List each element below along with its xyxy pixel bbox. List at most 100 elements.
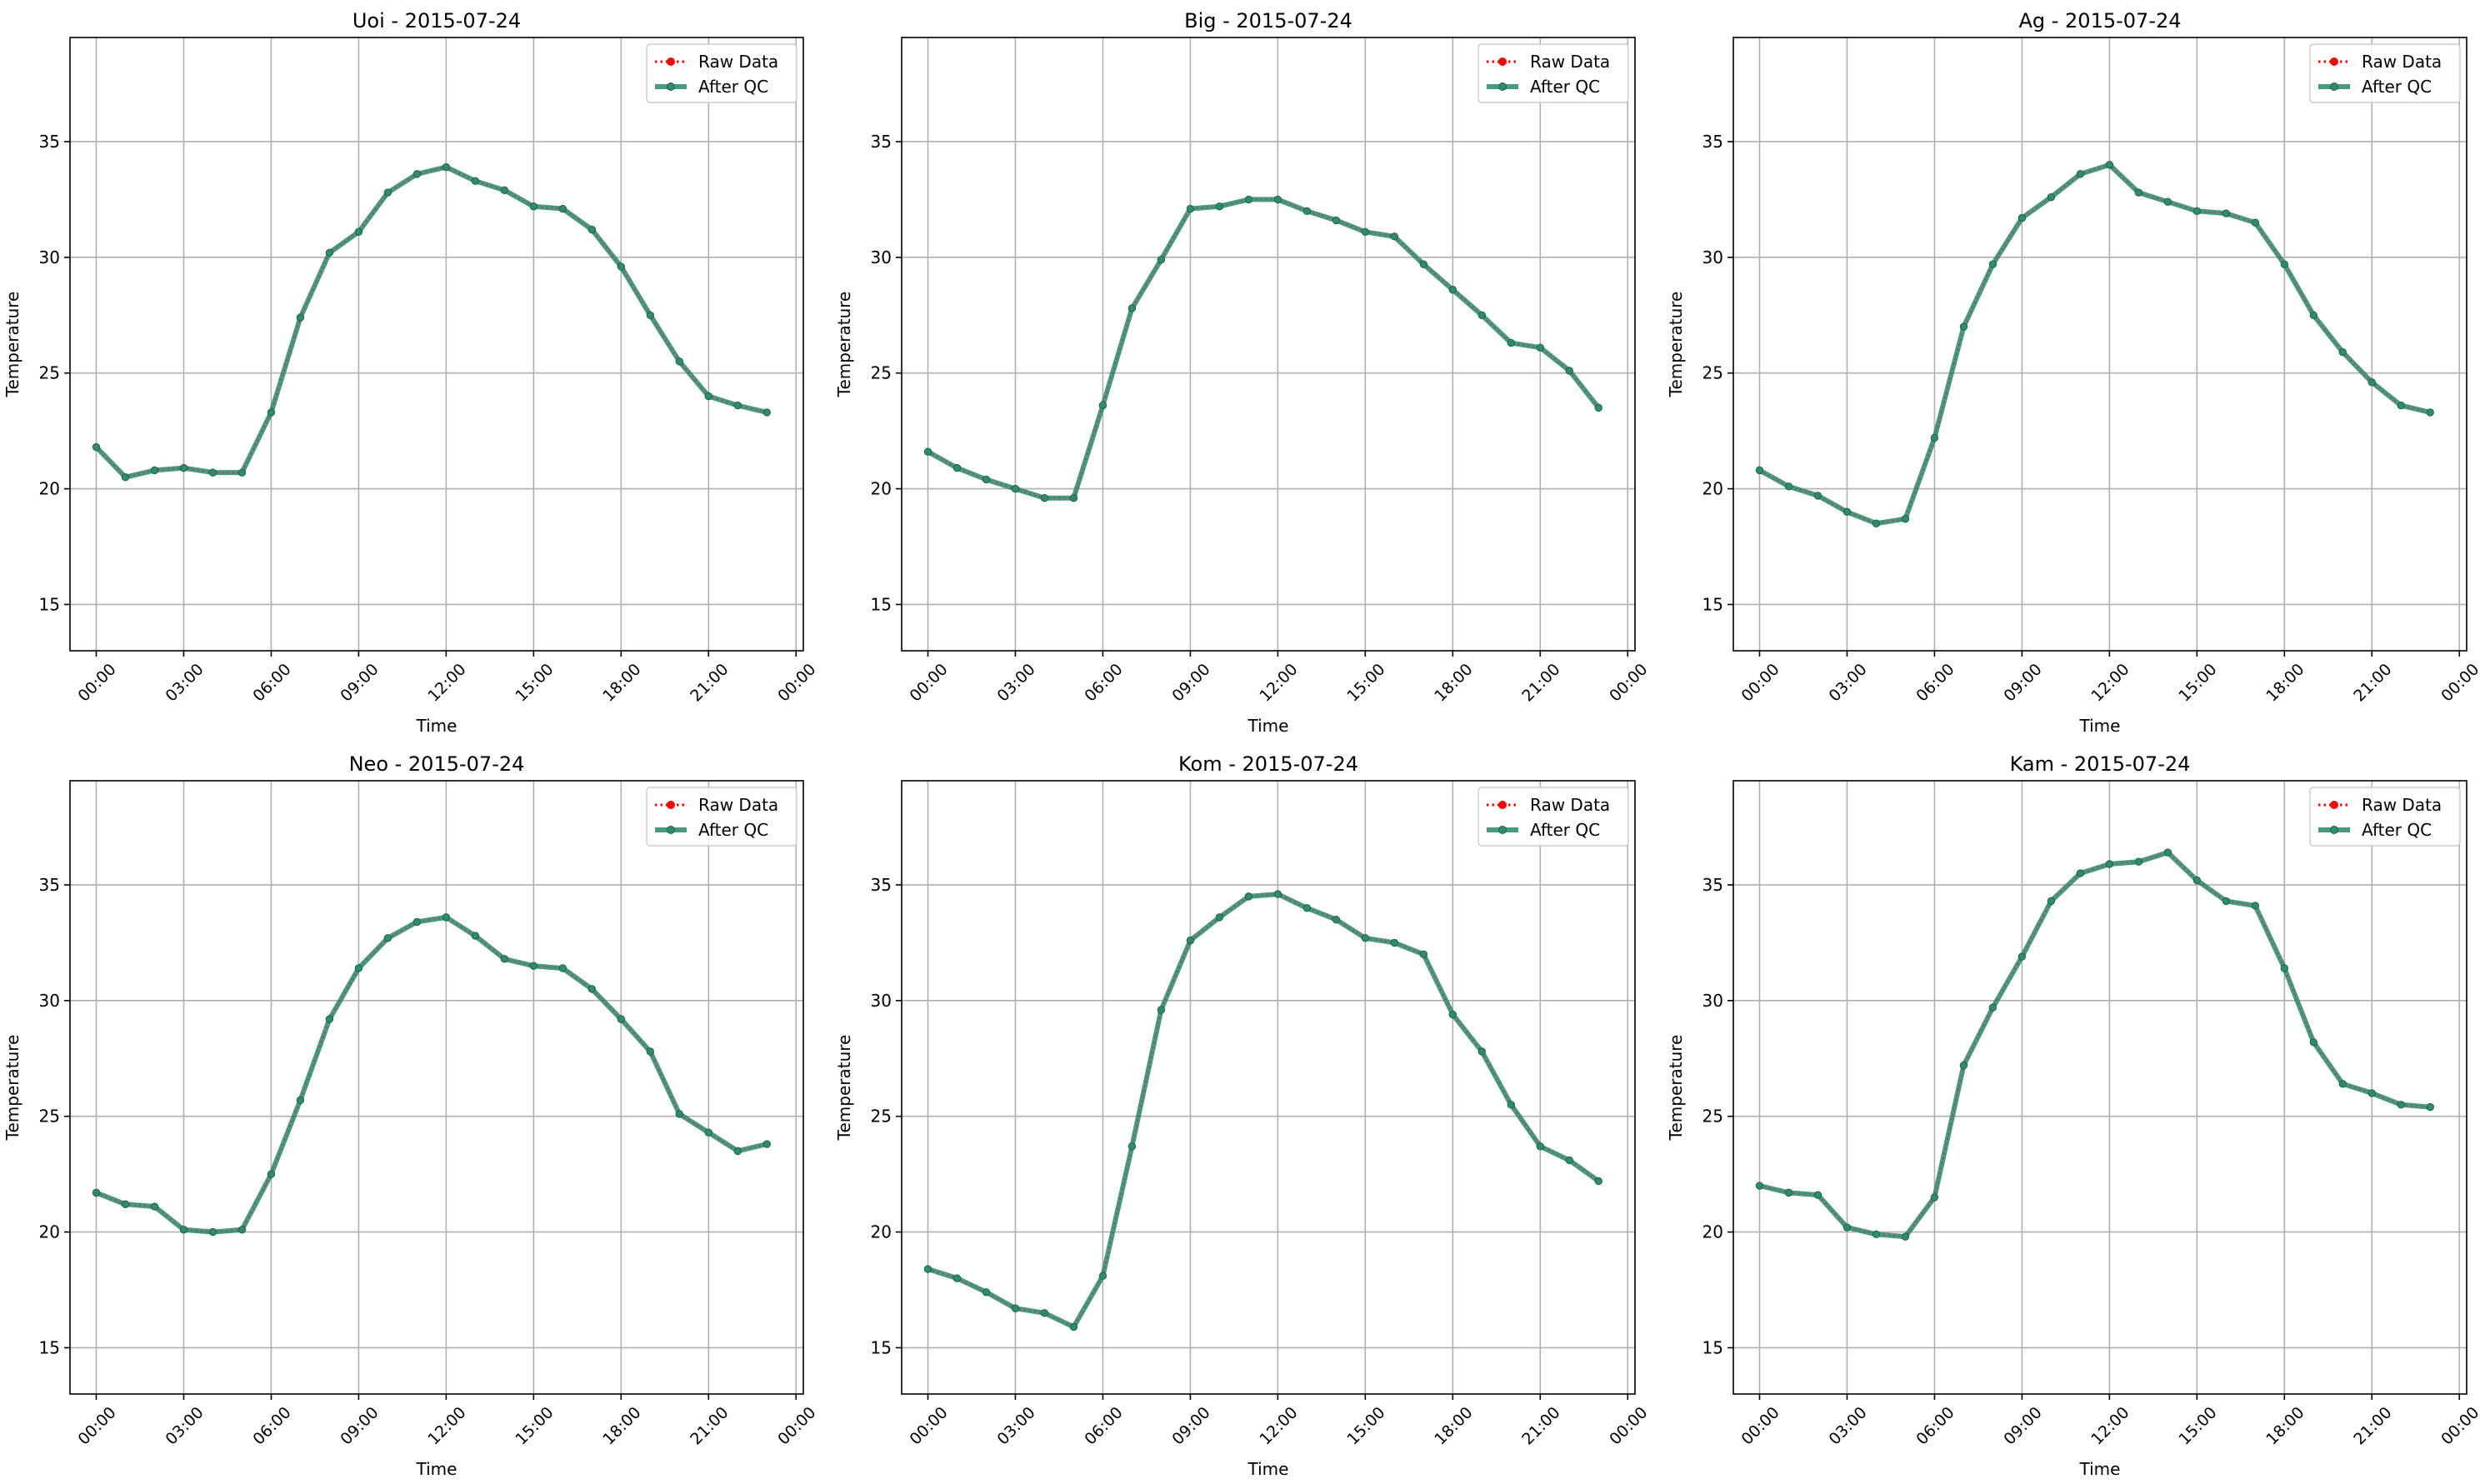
data-point xyxy=(733,401,742,410)
chart-title: Kom - 2015-07-24 xyxy=(1178,752,1358,776)
x-tick-label: 21:00 xyxy=(2350,1403,2395,1448)
x-tick-label: 18:00 xyxy=(599,660,644,705)
y-tick-label: 15 xyxy=(39,594,60,614)
data-point xyxy=(2192,207,2202,216)
x-tick-label: 15:00 xyxy=(1343,1403,1388,1448)
legend-marker-raw-data xyxy=(1498,57,1507,66)
legend-marker-after-qc xyxy=(2330,826,2338,834)
x-axis-label: Time xyxy=(2079,1459,2121,1479)
data-point xyxy=(2134,188,2143,197)
x-tick-label: 15:00 xyxy=(1343,660,1388,705)
legend-marker-raw-data xyxy=(667,57,675,66)
legend-label-after-qc: After QC xyxy=(2362,820,2432,840)
x-tick-label: 06:00 xyxy=(249,660,294,705)
x-tick-label: 12:00 xyxy=(2088,1403,2132,1448)
data-point xyxy=(296,313,305,322)
x-tick-label: 03:00 xyxy=(162,660,207,705)
y-axis-label: Temperature xyxy=(1666,292,1686,398)
legend: Raw Data After QC xyxy=(646,787,798,847)
data-point xyxy=(1244,195,1253,204)
y-tick-label: 30 xyxy=(1702,991,1723,1011)
data-point xyxy=(529,202,538,211)
data-point xyxy=(2105,161,2114,169)
x-tick-label: 06:00 xyxy=(1081,660,1126,705)
data-point xyxy=(296,1096,305,1104)
data-point xyxy=(675,1110,683,1118)
data-point xyxy=(2222,897,2231,906)
x-tick-label: 00:00 xyxy=(774,660,819,705)
x-tick-label: 06:00 xyxy=(1081,1403,1126,1448)
chart-title: Kam - 2015-07-24 xyxy=(2010,752,2191,776)
data-point xyxy=(442,913,451,922)
data-point xyxy=(1040,493,1049,502)
axes-frame xyxy=(1732,780,2468,1395)
data-point xyxy=(529,962,538,970)
data-point xyxy=(1478,311,1487,319)
x-tick-label: 15:00 xyxy=(512,660,557,705)
data-point xyxy=(1594,403,1602,412)
data-point xyxy=(208,1227,218,1237)
data-point xyxy=(1565,367,1573,375)
data-point xyxy=(923,1265,932,1273)
x-tick-label: 00:00 xyxy=(2438,1403,2482,1448)
data-point xyxy=(1478,1047,1487,1056)
data-point xyxy=(1361,227,1370,236)
x-axis-label: Time xyxy=(2079,716,2121,736)
legend-label-raw-data: Raw Data xyxy=(1530,795,1610,815)
chart-panel-6: 00:00 03:00 06:00 09:00 12:00 15:00 18:00 21:00… xyxy=(1666,752,2483,1479)
data-point xyxy=(1959,322,1968,331)
x-tick-label: 03:00 xyxy=(993,660,1038,705)
data-point xyxy=(267,1170,276,1178)
legend: Raw Data After QC xyxy=(2309,43,2461,103)
legend-marker-raw-data xyxy=(2330,57,2338,66)
data-point xyxy=(923,447,932,456)
series-line-raw-data xyxy=(928,198,1600,499)
legend-marker-raw-data xyxy=(2330,801,2338,809)
chart-panel-4: 00:00 03:00 06:00 09:00 12:00 15:00 18:00 21:00… xyxy=(2,752,820,1479)
data-point xyxy=(588,985,597,993)
y-tick-label: 25 xyxy=(1702,1107,1723,1127)
x-tick-label: 03:00 xyxy=(1825,1403,1870,1448)
series-line-raw-data xyxy=(95,166,768,478)
data-point xyxy=(412,917,422,927)
y-tick-label: 25 xyxy=(39,1107,60,1127)
chart-panel-1: 00:00 03:00 06:00 09:00 12:00 15:00 18:00 21:00… xyxy=(2,9,820,736)
data-point xyxy=(2280,260,2289,268)
data-point xyxy=(1536,1142,1544,1151)
data-point xyxy=(1872,1230,1881,1239)
data-point xyxy=(1069,493,1078,502)
data-point xyxy=(617,1015,626,1023)
data-point xyxy=(2105,860,2114,868)
x-tick-label: 15:00 xyxy=(2175,660,2220,705)
data-point xyxy=(1536,343,1544,352)
data-point xyxy=(1098,401,1108,410)
x-tick-label: 18:00 xyxy=(2262,660,2308,705)
data-point xyxy=(2368,1089,2376,1097)
data-point xyxy=(150,466,159,475)
legend-label-after-qc: After QC xyxy=(1530,820,1600,840)
x-tick-label: 00:00 xyxy=(906,1403,951,1448)
chart-title: Big - 2015-07-24 xyxy=(1184,9,1352,32)
data-point xyxy=(471,177,480,185)
x-tick-label: 00:00 xyxy=(1738,660,1782,705)
y-tick-label: 30 xyxy=(1702,247,1723,267)
legend-marker-after-qc xyxy=(2330,82,2338,91)
data-point xyxy=(2251,902,2260,910)
data-point xyxy=(1011,484,1020,493)
x-tick-label: 21:00 xyxy=(687,1403,732,1448)
y-tick-label: 25 xyxy=(39,363,60,383)
data-point xyxy=(952,463,962,472)
y-tick-label: 35 xyxy=(871,875,892,895)
y-tick-label: 30 xyxy=(39,991,60,1011)
data-point xyxy=(2192,876,2202,885)
data-point xyxy=(1302,207,1312,216)
data-point xyxy=(2047,897,2056,906)
x-tick-label: 00:00 xyxy=(74,1403,119,1448)
chart-panel-3: 00:00 03:00 06:00 09:00 12:00 15:00 18:00 21:00… xyxy=(1666,9,2483,736)
data-point xyxy=(1215,202,1224,211)
data-point xyxy=(412,170,422,178)
data-point xyxy=(354,964,363,972)
legend-label-after-qc: After QC xyxy=(698,77,768,97)
data-point xyxy=(2338,1080,2347,1088)
x-tick-label: 18:00 xyxy=(2262,1403,2308,1448)
